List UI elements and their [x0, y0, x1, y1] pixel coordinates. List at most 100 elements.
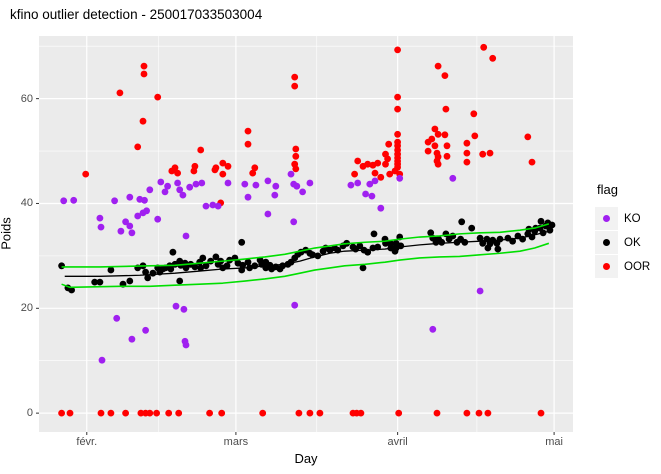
point-OOR: [371, 169, 379, 177]
point-KO: [192, 180, 200, 188]
point-OOR: [537, 409, 545, 417]
point-OOR: [434, 130, 442, 138]
point-KO: [157, 178, 165, 186]
point-OK: [223, 262, 231, 270]
point-KO: [299, 188, 306, 196]
point-KO: [164, 182, 172, 190]
point-OOR: [434, 62, 442, 70]
point-OK: [397, 242, 405, 250]
point-OK: [176, 277, 184, 285]
point-OOR: [82, 170, 90, 178]
point-OK: [509, 237, 516, 245]
point-OOR: [219, 170, 227, 178]
point-OK: [58, 262, 65, 270]
point-KO: [176, 186, 184, 194]
point-KO: [306, 179, 314, 187]
point-OK: [251, 262, 259, 270]
point-OOR: [139, 117, 147, 125]
point-KO: [182, 232, 190, 240]
series-OOR: [58, 43, 545, 417]
point-OOR: [218, 409, 226, 417]
point-OK: [359, 264, 367, 272]
point-KO: [429, 325, 437, 333]
point-OOR: [219, 159, 227, 167]
trend-line-lower-bound: [61, 242, 550, 289]
point-OK: [212, 253, 220, 261]
point-OK: [539, 229, 547, 237]
point-OK: [374, 243, 382, 251]
point-OK: [144, 274, 152, 282]
point-KO: [128, 335, 136, 343]
point-OOR: [197, 146, 205, 154]
point-KO: [377, 204, 385, 212]
point-KO: [174, 179, 182, 187]
point-KO: [141, 196, 148, 204]
point-OOR: [484, 409, 492, 417]
point-OK: [461, 238, 469, 246]
point-OOR: [394, 46, 401, 54]
point-OK: [519, 235, 526, 243]
point-KO: [396, 174, 404, 182]
point-OK: [370, 230, 378, 238]
point-OK: [537, 217, 545, 225]
point-OOR: [489, 54, 497, 62]
point-OOR: [394, 130, 401, 138]
point-OOR: [480, 43, 488, 51]
point-KO: [287, 170, 295, 178]
point-OOR: [140, 70, 148, 78]
point-OOR: [134, 143, 142, 151]
point-KO: [293, 182, 301, 190]
point-OK: [494, 245, 502, 253]
point-OOR: [394, 105, 401, 113]
point-OOR: [384, 155, 391, 163]
point-OOR: [434, 160, 442, 168]
point-OK: [476, 234, 484, 242]
point-OOR: [211, 166, 219, 174]
point-OOR: [431, 125, 439, 133]
point-OOR: [463, 139, 471, 147]
point-OOR: [470, 110, 478, 118]
point-KO: [371, 177, 379, 185]
point-OOR: [431, 142, 439, 150]
point-KO: [60, 197, 68, 205]
point-KO: [202, 202, 210, 210]
point-KO: [291, 301, 299, 309]
point-KO: [143, 207, 151, 215]
point-OK: [107, 266, 115, 274]
point-OOR: [259, 409, 267, 417]
point-KO: [290, 218, 298, 226]
point-OOR: [424, 138, 432, 146]
oor-dot-icon: [603, 263, 610, 270]
point-KO: [244, 193, 252, 201]
point-OOR: [441, 131, 449, 139]
point-KO: [186, 183, 194, 191]
point-KO: [476, 287, 484, 295]
point-OK: [238, 238, 246, 246]
point-KO: [449, 174, 457, 182]
point-OOR: [292, 165, 300, 173]
point-KO: [214, 202, 222, 210]
point-KO: [252, 181, 260, 189]
point-KO: [179, 191, 187, 199]
point-KO: [271, 191, 279, 199]
point-OOR: [154, 93, 162, 101]
point-OOR: [394, 93, 401, 101]
point-OK: [334, 246, 342, 254]
point-OOR: [175, 409, 183, 417]
legend: flag KO OK OOR: [595, 182, 650, 279]
point-OOR: [244, 140, 252, 148]
point-OOR: [116, 89, 124, 97]
point-OOR: [66, 409, 74, 417]
point-OOR: [165, 409, 173, 417]
point-OOR: [528, 158, 536, 166]
point-KO: [366, 180, 374, 188]
point-OK: [496, 235, 504, 243]
point-OK: [479, 239, 487, 247]
point-KO: [368, 192, 376, 200]
point-KO: [134, 212, 142, 220]
point-KO: [182, 341, 190, 349]
point-OOR: [377, 173, 385, 181]
point-OOR: [364, 160, 372, 168]
